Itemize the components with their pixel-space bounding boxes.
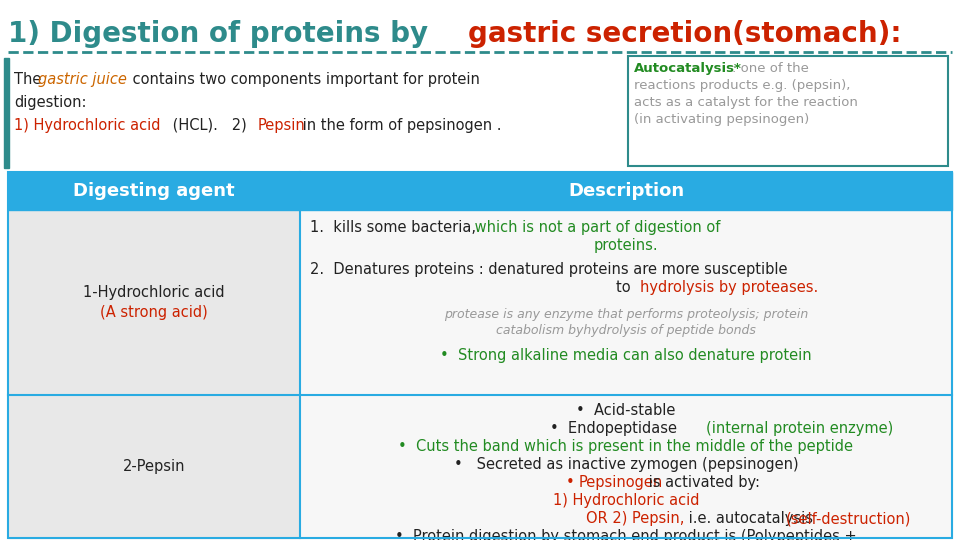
Text: to: to [616, 280, 636, 295]
Text: reactions products e.g. (pepsin),: reactions products e.g. (pepsin), [634, 79, 851, 92]
Text: 2.  Denatures proteins : denatured proteins are more susceptible: 2. Denatures proteins : denatured protei… [310, 262, 787, 277]
Text: (in activating pepsinogen): (in activating pepsinogen) [634, 113, 809, 126]
Text: •: • [566, 475, 584, 490]
Text: catabolism byhydrolysis of peptide bonds: catabolism byhydrolysis of peptide bonds [496, 324, 756, 337]
Text: •  Acid-stable: • Acid-stable [576, 403, 676, 418]
Bar [300, 395, 952, 538]
Text: 2-Pepsin: 2-Pepsin [123, 459, 185, 474]
Text: (HCL).   2): (HCL). 2) [168, 118, 252, 133]
Text: 1) Hydrochloric acid: 1) Hydrochloric acid [14, 118, 160, 133]
Text: The: The [14, 72, 46, 87]
Bar [300, 210, 952, 395]
Text: Digesting agent: Digesting agent [73, 182, 235, 200]
Text: (internal protein enzyme): (internal protein enzyme) [706, 421, 893, 436]
Text: hydrolysis by proteases.: hydrolysis by proteases. [640, 280, 818, 295]
FancyBboxPatch shape [628, 56, 948, 166]
Text: which is not a part of digestion of: which is not a part of digestion of [470, 220, 720, 235]
Text: (self-destruction): (self-destruction) [786, 511, 911, 526]
Text: Autocatalysis*: Autocatalysis* [634, 62, 742, 75]
Text: i.e. autocatalysis: i.e. autocatalysis [684, 511, 818, 526]
Bar [8, 395, 300, 538]
Text: gastric secretion(stomach):: gastric secretion(stomach): [468, 20, 901, 48]
Bar [8, 210, 300, 395]
Text: in the form of pepsinogen .: in the form of pepsinogen . [298, 118, 501, 133]
Text: Pepsin: Pepsin [258, 118, 305, 133]
Text: •  Endopeptidase: • Endopeptidase [550, 421, 682, 436]
Text: •  Protein digestion by stomach end product is (Polypeptides +: • Protein digestion by stomach end produ… [396, 529, 857, 540]
Text: (A strong acid): (A strong acid) [100, 305, 208, 320]
Bar [8, 172, 952, 538]
Text: digestion:: digestion: [14, 95, 86, 110]
Bar [8, 172, 952, 210]
Text: Pepsinogen: Pepsinogen [579, 475, 663, 490]
Text: 1-Hydrochloric acid: 1-Hydrochloric acid [84, 285, 225, 300]
Text: : one of the: : one of the [732, 62, 809, 75]
Text: protease is any enzyme that performs proteolysis; protein: protease is any enzyme that performs pro… [444, 308, 808, 321]
Bar [4, 58, 9, 168]
Text: •   Secreted as inactive zymogen (pepsinogen): • Secreted as inactive zymogen (pepsinog… [454, 457, 799, 472]
Text: proteins.: proteins. [593, 238, 659, 253]
Text: Description: Description [568, 182, 684, 200]
Text: •  Cuts the band which is present in the middle of the peptide: • Cuts the band which is present in the … [398, 439, 853, 454]
Text: gastric juice: gastric juice [38, 72, 127, 87]
Text: •  Strong alkaline media can also denature protein: • Strong alkaline media can also denatur… [441, 348, 812, 363]
Text: acts as a catalyst for the reaction: acts as a catalyst for the reaction [634, 96, 858, 109]
Text: 1) Digestion of proteins by: 1) Digestion of proteins by [8, 20, 438, 48]
Text: OR 2) Pepsin,: OR 2) Pepsin, [586, 511, 684, 526]
Text: 1.  kills some bacteria,: 1. kills some bacteria, [310, 220, 476, 235]
Text: is activated by:: is activated by: [644, 475, 760, 490]
Text: 1) Hydrochloric acid: 1) Hydrochloric acid [553, 493, 699, 508]
Text: contains two components important for protein: contains two components important for pr… [128, 72, 480, 87]
